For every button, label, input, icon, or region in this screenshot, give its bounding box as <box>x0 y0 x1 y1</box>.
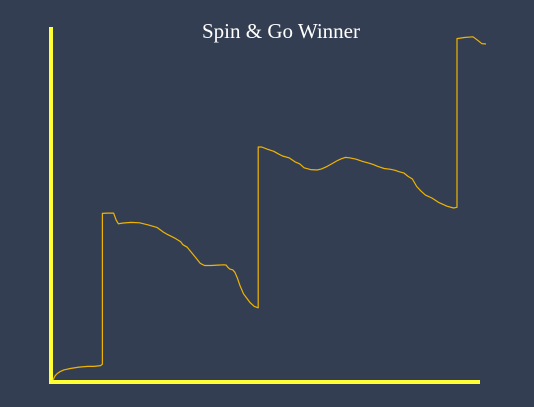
chart-title: Spin & Go Winner <box>201 19 360 43</box>
series-line-1 <box>52 36 487 381</box>
series-layer <box>52 36 487 381</box>
